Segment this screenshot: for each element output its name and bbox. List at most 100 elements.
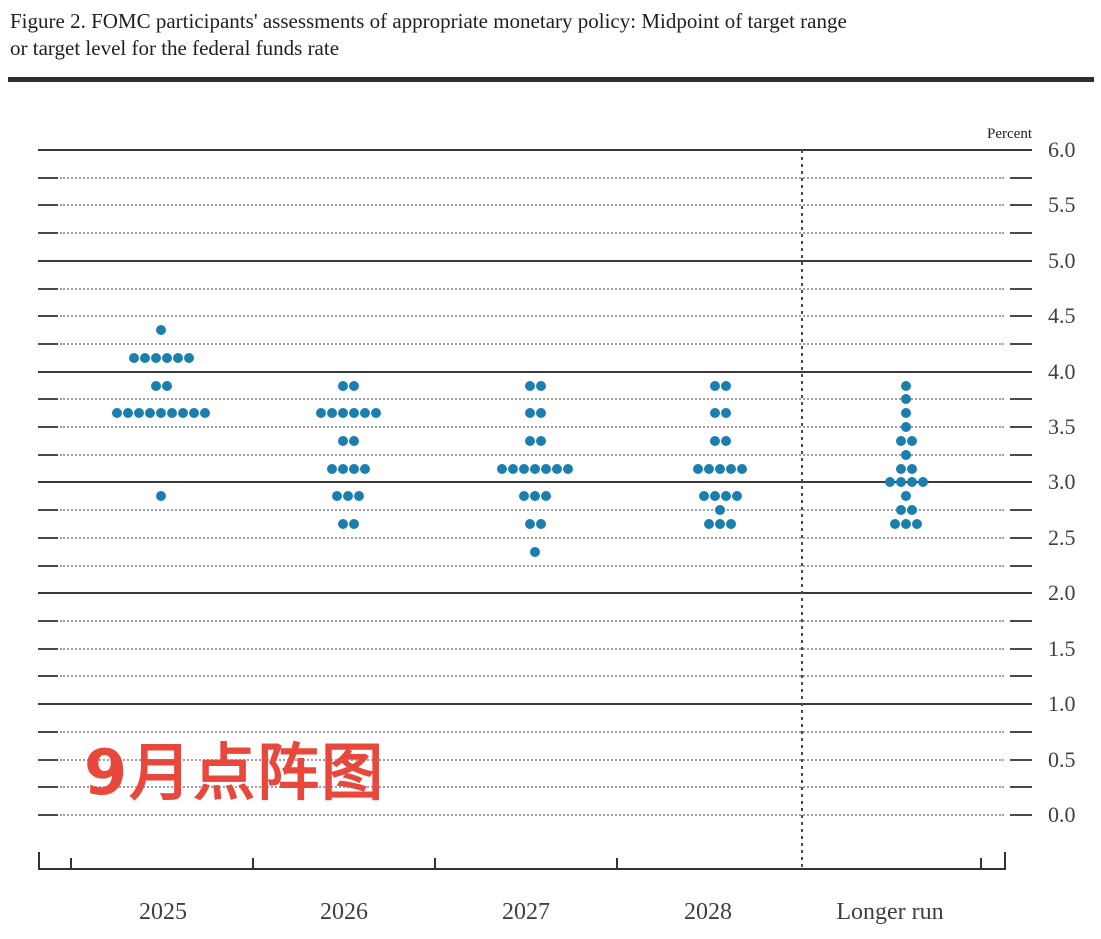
projection-dot (145, 408, 155, 419)
projection-dot (156, 408, 166, 419)
projection-dot (720, 435, 731, 446)
red-annotation-text: 9月点阵图 (84, 736, 386, 809)
projection-dot (326, 463, 337, 474)
y-tick-label: 2.5 (1048, 524, 1076, 550)
projection-dot (508, 463, 518, 474)
projection-dot (906, 435, 917, 446)
projection-dot (535, 380, 546, 391)
gridline-left-tick (38, 398, 58, 401)
gridline-right-tick (1010, 398, 1032, 401)
projection-dot (884, 477, 895, 488)
gridline-right-tick (1010, 647, 1032, 650)
projection-dot (906, 477, 917, 488)
gridline-right-tick (1010, 232, 1032, 235)
x-category-label: Longer run (836, 899, 944, 925)
projection-dot (726, 463, 736, 474)
projection-dot (901, 519, 911, 530)
y-axis-unit-label: Percent (987, 126, 1032, 142)
x-axis-corner-tick (38, 852, 40, 868)
gridline-left-tick (38, 647, 58, 650)
projection-dot (726, 519, 736, 530)
projection-dot (709, 380, 720, 391)
gridline-dotted (60, 758, 1004, 761)
projection-dot (906, 463, 917, 474)
projection-dot (563, 463, 573, 474)
projection-dot (348, 435, 359, 446)
projection-dot (139, 352, 150, 363)
y-tick-label: 4.5 (1048, 303, 1076, 329)
projection-dot (156, 491, 166, 502)
projection-dot (535, 408, 546, 419)
x-axis-tick (980, 858, 982, 868)
projection-dot (906, 505, 917, 516)
gridline-right-tick (1010, 758, 1032, 761)
gridline-left-tick (38, 342, 58, 345)
projection-dot (156, 325, 166, 336)
gridline-left-tick (38, 204, 58, 207)
y-tick-label: 4.0 (1048, 358, 1076, 384)
projection-dot (552, 463, 562, 474)
x-axis-line (38, 868, 1006, 870)
projection-dot (901, 449, 911, 460)
projection-dot (337, 463, 348, 474)
gridline-dotted (60, 564, 1004, 567)
projection-dot (709, 408, 720, 419)
projection-dot (912, 519, 922, 530)
gridline-solid (38, 259, 1032, 262)
projection-dot (348, 380, 359, 391)
gridline-dotted (60, 176, 1004, 179)
projection-dot (895, 477, 906, 488)
projection-dot (167, 408, 177, 419)
gridline-right-tick (1010, 287, 1032, 290)
projection-dot (332, 491, 342, 502)
x-axis-tick (252, 858, 254, 868)
projection-dot (348, 463, 359, 474)
gridline-dotted (60, 453, 1004, 456)
gridline-left-tick (38, 287, 58, 290)
gridline-dotted (60, 786, 1004, 789)
x-axis-tick (616, 858, 618, 868)
gridline-dotted (60, 204, 1004, 207)
projection-dot (134, 408, 144, 419)
projection-dot (715, 519, 725, 530)
projection-dot (901, 422, 911, 433)
projection-dot (189, 408, 199, 419)
projection-dot (200, 408, 210, 419)
gridline-right-tick (1010, 315, 1032, 318)
gridline-left-tick (38, 426, 58, 429)
projection-dot (315, 408, 326, 419)
projection-dot (541, 463, 551, 474)
x-category-label: 2027 (502, 899, 550, 925)
gridline-right-tick (1010, 730, 1032, 733)
y-tick-label: 1.0 (1048, 691, 1076, 717)
projection-dot (895, 435, 906, 446)
y-tick-label: 5.0 (1048, 247, 1076, 273)
projection-dot (901, 380, 911, 391)
projection-dot (535, 435, 546, 446)
title-divider-rule (8, 77, 1094, 82)
projection-dot (715, 505, 725, 516)
projection-dot (354, 491, 364, 502)
projection-dot (150, 352, 161, 363)
projection-dot (720, 380, 731, 391)
projection-dot (337, 380, 348, 391)
projection-dot (731, 491, 742, 502)
gridline-left-tick (38, 620, 58, 623)
projection-dot (535, 519, 546, 530)
projection-dot (161, 352, 172, 363)
gridline-left-tick (38, 315, 58, 318)
gridline-dotted (60, 287, 1004, 290)
gridline-solid (38, 370, 1032, 373)
projection-dot (337, 408, 348, 419)
gridline-left-tick (38, 758, 58, 761)
projection-dot (326, 408, 337, 419)
gridline-dotted (60, 620, 1004, 623)
projection-dot (343, 491, 353, 502)
projection-dot (709, 435, 720, 446)
gridline-solid (38, 703, 1032, 706)
x-category-label: 2026 (320, 899, 368, 925)
projection-dot (720, 491, 731, 502)
projection-dot (901, 491, 911, 502)
projection-dot (337, 519, 348, 530)
projection-dot (541, 491, 551, 502)
